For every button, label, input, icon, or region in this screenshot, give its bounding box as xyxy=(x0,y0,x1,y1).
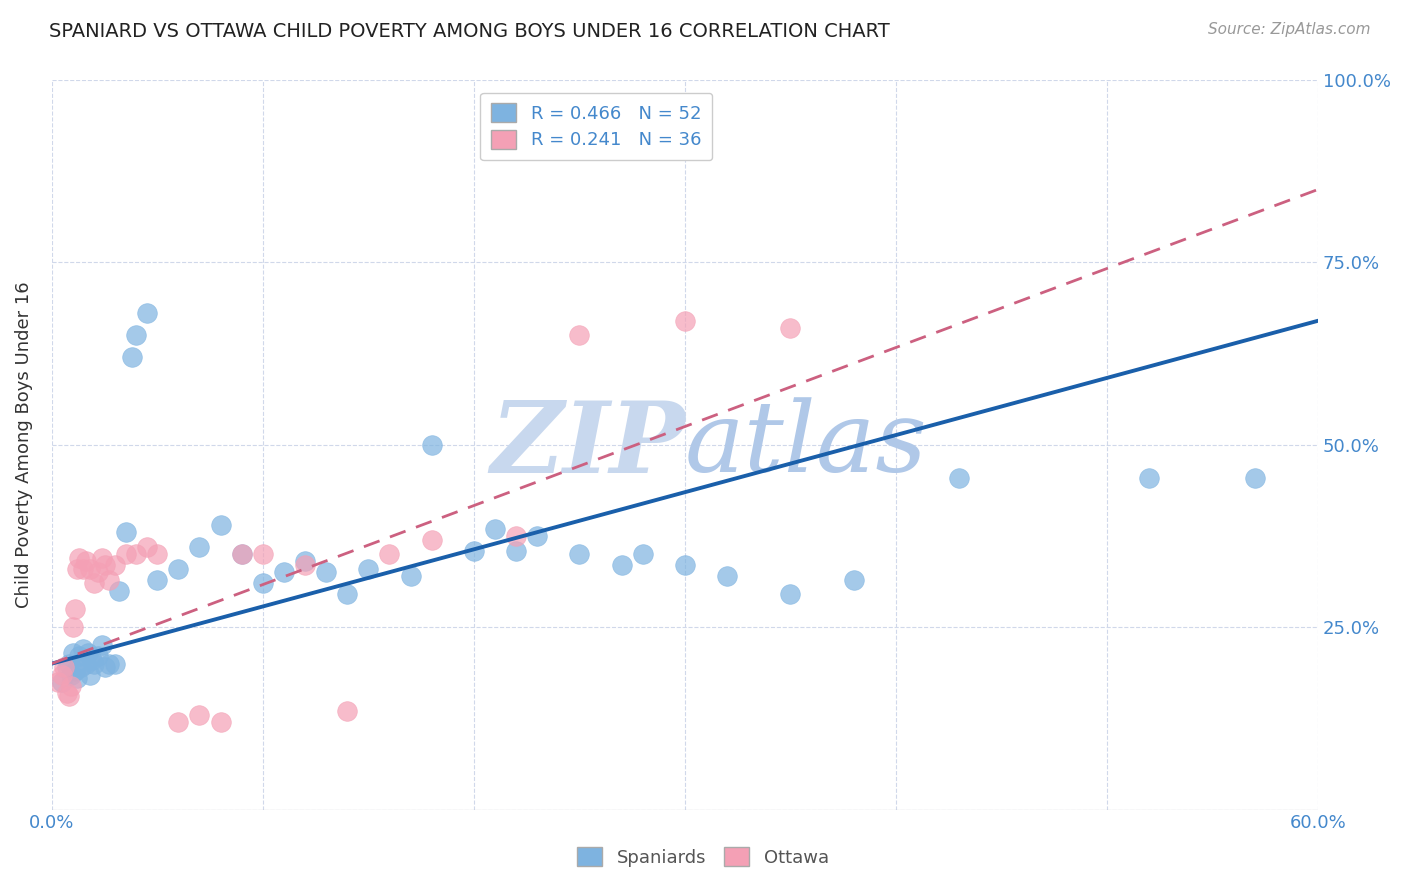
Point xyxy=(948,470,970,484)
Point xyxy=(55,660,77,674)
Point xyxy=(526,529,548,543)
Point xyxy=(420,533,443,547)
Point xyxy=(1137,470,1160,484)
Point xyxy=(63,664,86,678)
Point xyxy=(58,690,80,704)
Legend: Spaniards, Ottawa: Spaniards, Ottawa xyxy=(569,840,837,874)
Point xyxy=(188,540,211,554)
Point xyxy=(779,587,801,601)
Point xyxy=(505,529,527,543)
Point xyxy=(125,328,148,343)
Text: atlas: atlas xyxy=(685,397,928,492)
Point xyxy=(252,576,274,591)
Point xyxy=(484,522,506,536)
Point xyxy=(146,573,169,587)
Point xyxy=(72,562,94,576)
Point xyxy=(83,657,105,671)
Point xyxy=(59,679,82,693)
Point xyxy=(125,547,148,561)
Point xyxy=(779,321,801,335)
Point xyxy=(135,540,157,554)
Point xyxy=(231,547,253,561)
Point xyxy=(72,642,94,657)
Point xyxy=(91,639,114,653)
Text: SPANIARD VS OTTAWA CHILD POVERTY AMONG BOYS UNDER 16 CORRELATION CHART: SPANIARD VS OTTAWA CHILD POVERTY AMONG B… xyxy=(49,22,890,41)
Point xyxy=(66,562,89,576)
Legend: R = 0.466   N = 52, R = 0.241   N = 36: R = 0.466 N = 52, R = 0.241 N = 36 xyxy=(481,93,713,161)
Point xyxy=(80,653,103,667)
Point xyxy=(231,547,253,561)
Point xyxy=(58,657,80,671)
Point xyxy=(336,587,359,601)
Point xyxy=(104,657,127,671)
Point xyxy=(67,550,90,565)
Point xyxy=(75,554,97,568)
Point xyxy=(842,573,865,587)
Point xyxy=(294,558,316,573)
Point xyxy=(294,554,316,568)
Point xyxy=(252,547,274,561)
Point xyxy=(75,657,97,671)
Point xyxy=(673,314,696,328)
Point xyxy=(610,558,633,573)
Point xyxy=(568,547,591,561)
Point xyxy=(46,674,69,689)
Point xyxy=(315,566,337,580)
Text: ZIP: ZIP xyxy=(489,397,685,493)
Point xyxy=(188,707,211,722)
Point xyxy=(87,566,110,580)
Point xyxy=(463,543,485,558)
Point xyxy=(104,558,127,573)
Point xyxy=(59,667,82,681)
Point xyxy=(79,562,101,576)
Point xyxy=(83,576,105,591)
Point xyxy=(62,646,84,660)
Point xyxy=(121,350,143,364)
Point xyxy=(114,547,136,561)
Point xyxy=(62,620,84,634)
Point xyxy=(673,558,696,573)
Point xyxy=(273,566,295,580)
Point xyxy=(209,714,232,729)
Point xyxy=(357,562,380,576)
Point xyxy=(91,550,114,565)
Point xyxy=(568,328,591,343)
Point xyxy=(76,646,98,660)
Point xyxy=(93,660,115,674)
Point xyxy=(631,547,654,561)
Point xyxy=(87,649,110,664)
Point xyxy=(97,657,120,671)
Point xyxy=(167,714,190,729)
Point xyxy=(66,671,89,685)
Point xyxy=(67,649,90,664)
Point xyxy=(167,562,190,576)
Point xyxy=(97,573,120,587)
Point xyxy=(63,602,86,616)
Point xyxy=(51,674,73,689)
Point xyxy=(135,306,157,320)
Point xyxy=(378,547,401,561)
Point xyxy=(420,438,443,452)
Point xyxy=(70,660,93,674)
Point xyxy=(146,547,169,561)
Y-axis label: Child Poverty Among Boys Under 16: Child Poverty Among Boys Under 16 xyxy=(15,282,32,608)
Point xyxy=(55,686,77,700)
Text: Source: ZipAtlas.com: Source: ZipAtlas.com xyxy=(1208,22,1371,37)
Point xyxy=(53,660,76,674)
Point xyxy=(505,543,527,558)
Point xyxy=(209,518,232,533)
Point xyxy=(1243,470,1265,484)
Point xyxy=(114,525,136,540)
Point xyxy=(336,704,359,718)
Point xyxy=(716,569,738,583)
Point xyxy=(51,667,73,681)
Point xyxy=(399,569,422,583)
Point xyxy=(93,558,115,573)
Point xyxy=(108,583,131,598)
Point xyxy=(79,667,101,681)
